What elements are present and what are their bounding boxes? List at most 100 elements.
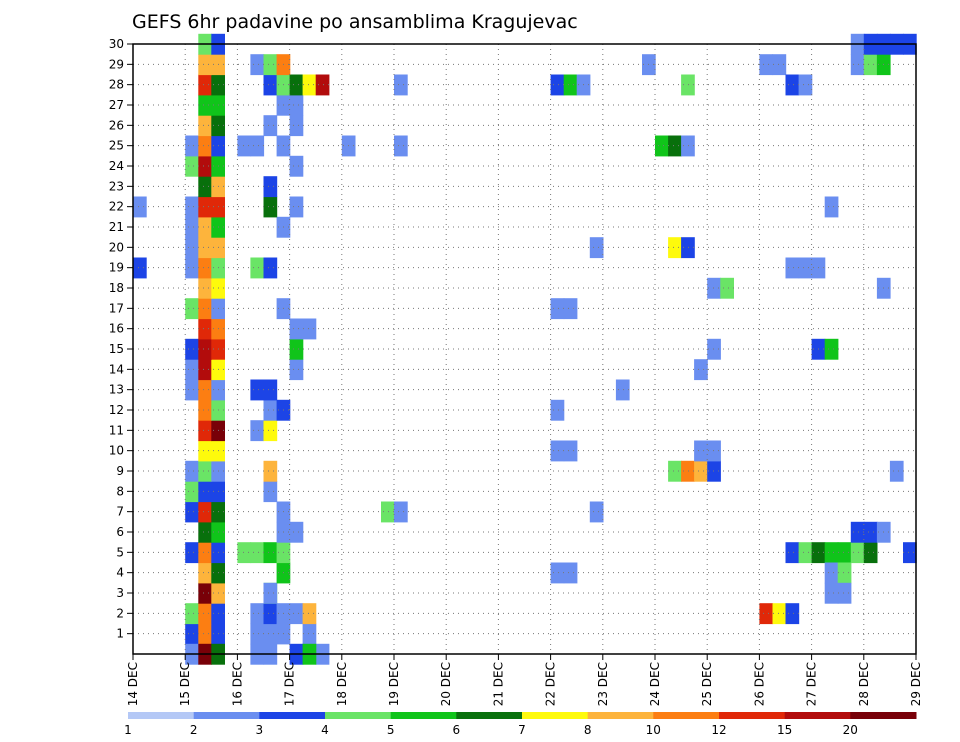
cells-layer	[133, 33, 917, 665]
heatmap-cell	[250, 542, 265, 564]
x-tick-label: 23 DEC	[596, 662, 610, 706]
x-tick-label: 22 DEC	[544, 662, 558, 706]
heatmap-cell	[302, 318, 317, 340]
legend-label: 6	[452, 723, 460, 737]
heatmap-cell	[694, 460, 708, 482]
color-legend: 1 2 3 4 5 6 7 8 10 12 15 20	[124, 712, 917, 737]
heatmap-cell	[863, 521, 878, 543]
x-tick-label: 16 DEC	[230, 662, 244, 706]
y-tick-label: 20	[109, 240, 124, 254]
y-tick-label: 21	[109, 220, 124, 234]
heatmap-cell	[550, 562, 565, 584]
heatmap-cell	[198, 237, 212, 259]
heatmap-cell	[250, 379, 265, 401]
heatmap-cell	[707, 440, 721, 462]
legend-label: 5	[387, 723, 395, 737]
heatmap-cell	[589, 237, 604, 259]
y-tick-label: 18	[109, 281, 124, 295]
legend-swatch	[390, 712, 457, 719]
y-tick-label: 9	[116, 464, 124, 478]
heatmap-cell	[237, 542, 252, 564]
legend-swatch	[259, 712, 326, 719]
heatmap-cell	[824, 582, 839, 604]
heatmap-cell	[759, 54, 774, 76]
heatmap-cell	[185, 257, 199, 279]
y-tick-label: 29	[109, 57, 124, 71]
heatmap-cell	[185, 359, 199, 381]
heatmap-cell	[289, 115, 304, 137]
x-tick-label: 15 DEC	[178, 662, 192, 706]
y-tick-label: 19	[109, 261, 124, 275]
heatmap-cell	[250, 420, 265, 442]
heatmap-cell	[133, 257, 147, 279]
heatmap-cell	[824, 196, 839, 218]
heatmap-cell	[263, 74, 278, 96]
heatmap-cell	[198, 338, 212, 360]
y-tick-label: 13	[109, 383, 124, 397]
heatmap-cell	[289, 155, 304, 177]
y-tick-label: 26	[109, 118, 124, 132]
y-tick-label: 28	[109, 78, 124, 92]
heatmap-cell	[198, 257, 212, 279]
heatmap-cell	[302, 623, 317, 645]
heatmap-cell	[563, 74, 578, 96]
x-axis: 14 DEC 15 DEC 16 DEC 17 DEC 18 DEC 19 DEC 20 D…	[126, 654, 923, 706]
heatmap-cell	[785, 74, 800, 96]
heatmap-cell	[198, 74, 212, 96]
heatmap-cell	[198, 176, 212, 198]
legend-swatch	[587, 712, 654, 719]
y-tick-label: 23	[109, 179, 124, 193]
heatmap-cell	[289, 603, 304, 625]
heatmap-cell	[250, 257, 265, 279]
y-tick-label: 6	[116, 525, 124, 539]
legend-label: 7	[518, 723, 526, 737]
heatmap-cell	[198, 521, 212, 543]
heatmap-cell	[250, 603, 265, 625]
y-tick-label: 12	[109, 403, 124, 417]
heatmap-cell	[198, 460, 212, 482]
heatmap-cell	[263, 399, 278, 421]
heatmap-cell	[785, 257, 800, 279]
heatmap-cell	[563, 562, 578, 584]
heatmap-cell	[263, 54, 278, 76]
heatmap-cell	[681, 237, 695, 259]
heatmap-cell	[694, 440, 708, 462]
heatmap-cell	[198, 582, 212, 604]
heatmap-cell	[263, 196, 278, 218]
heatmap-cell	[185, 135, 199, 157]
y-tick-label: 22	[109, 200, 124, 214]
heatmap-cell	[850, 542, 865, 564]
heatmap-cell	[185, 237, 199, 259]
heatmap-cell	[185, 542, 199, 564]
heatmap-cell	[237, 135, 252, 157]
heatmap-cell	[263, 115, 278, 137]
heatmap-cell	[250, 623, 265, 645]
heatmap-cell	[394, 74, 408, 96]
legend-swatch	[719, 712, 786, 719]
heatmap-cell	[185, 338, 199, 360]
heatmap-cell	[707, 338, 721, 360]
legend-label: 12	[711, 723, 726, 737]
heatmap-cell	[837, 562, 852, 584]
heatmap-cell	[289, 74, 304, 96]
heatmap-cell	[198, 501, 212, 523]
heatmap-cell	[263, 176, 278, 198]
heatmap-cell	[681, 74, 695, 96]
legend-swatch	[653, 712, 720, 719]
y-tick-label: 17	[109, 301, 124, 315]
heatmap-cell	[550, 399, 565, 421]
heatmap-cell	[185, 298, 199, 320]
heatmap-cell	[289, 521, 304, 543]
heatmap-cell	[198, 420, 212, 442]
y-tick-label: 2	[116, 606, 124, 620]
heatmap-cell	[837, 542, 852, 564]
x-tick-label: 28 DEC	[857, 662, 871, 706]
heatmap-cell	[785, 542, 800, 564]
x-tick-label: 29 DEC	[909, 662, 923, 706]
heatmap-cell	[785, 603, 800, 625]
heatmap-cell	[394, 501, 408, 523]
heatmap-cell	[550, 74, 565, 96]
heatmap-cell	[198, 155, 212, 177]
legend-label: 4	[321, 723, 329, 737]
